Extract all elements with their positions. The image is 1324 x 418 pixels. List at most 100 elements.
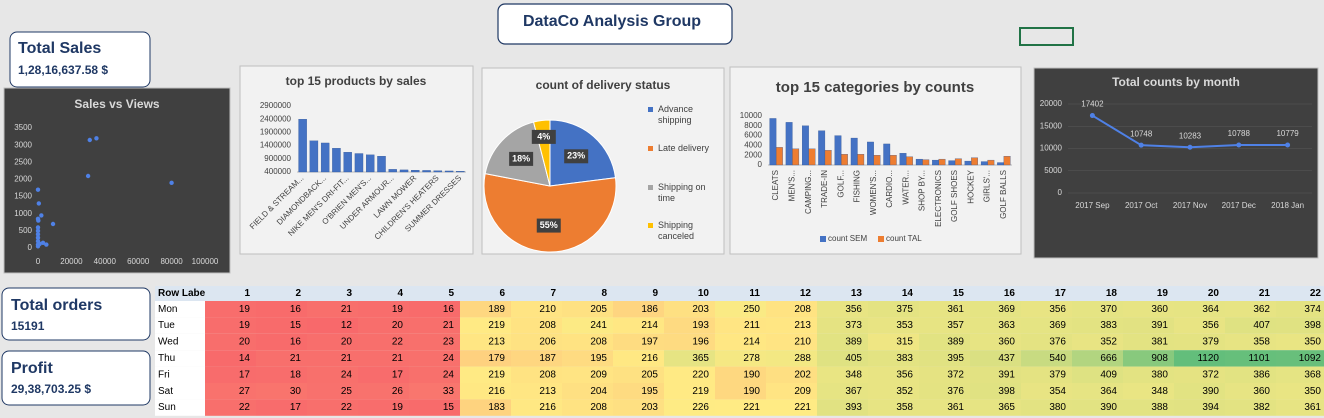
cell-value: 348 [1151,386,1168,397]
cell-value: 17 [290,402,302,413]
data-label: 23% [567,151,585,161]
scatter-point [35,228,41,234]
heat-cell [1021,350,1072,367]
heat-cell [562,383,613,400]
bar [834,135,842,166]
heat-cell [1225,399,1276,416]
legend-label: Late delivery [658,143,710,153]
heat-cell [715,383,766,400]
y-tick-label: 1000 [14,209,32,218]
cell-value: 389 [845,337,862,348]
legend-swatch [648,107,653,112]
heat-cell [1072,350,1123,367]
heat-cell [664,399,715,416]
x-tick-label: GOLF BALLS [999,170,1008,219]
heat-cell [868,399,919,416]
bar [867,141,874,166]
data-label: 10283 [1179,131,1202,140]
x-tick-label: 2017 Nov [1173,201,1207,210]
cell-value: 368 [1304,369,1321,380]
kpi-value: 1,28,16,637.58 $ [18,63,108,77]
row-label: Tue [158,320,175,331]
cell-value: 361 [947,304,964,315]
bar [354,153,364,173]
legend-label: count SEM [828,234,867,243]
cell-value: 186 [641,304,658,315]
scatter-point [85,173,91,179]
cell-value: 908 [1151,353,1168,364]
bar [366,154,375,173]
heat-cell [358,317,409,334]
legend-swatch [648,185,653,190]
heat-cell [868,366,919,383]
row-label-cell [155,366,205,383]
heat-cell [511,317,562,334]
heat-cell [205,317,256,334]
heat-cell [766,333,817,351]
row-label: Mon [158,304,177,315]
heat-cell [766,301,817,318]
cell-value: 221 [743,402,760,413]
heat-cell [307,317,358,334]
x-tick-label: 60000 [127,257,150,266]
cell-value: 219 [488,320,505,331]
heat-cell [919,317,970,334]
y-tick-label: 15000 [1040,121,1063,130]
heat-cell [766,399,817,416]
y-tick-label: 2900000 [260,101,292,110]
heat-cell [1276,350,1324,367]
cell-value: 22 [239,402,251,413]
heat-cell [1174,333,1225,351]
cell-value: 22 [392,337,404,348]
legend-swatch [878,236,884,242]
bar [320,142,330,173]
cell-value: 12 [341,320,353,331]
x-tick-label: GOLF... [836,170,845,198]
bar [456,171,465,173]
scatter-point [169,180,174,186]
heat-cell [970,301,1021,318]
heat-cell [409,333,460,351]
heat-cell [1225,383,1276,400]
cell-value: 375 [896,304,913,315]
heat-cell [970,399,1021,416]
heat-cell [358,333,409,351]
cell-value: 379 [1049,369,1066,380]
column-header: 7 [550,288,556,299]
heat-cell [1021,399,1072,416]
cell-value: 220 [692,369,709,380]
x-tick-label: GOLF SHOES [950,170,959,222]
cell-value: 210 [539,304,556,315]
x-tick-label: GIRLS'... [983,170,992,202]
heat-cell [1072,399,1123,416]
column-header: 8 [601,288,607,299]
cell-value: 21 [443,320,455,331]
cell-value: 398 [998,386,1015,397]
cell-value: 16 [290,304,302,315]
heat-cell [205,333,256,351]
bar [922,159,930,166]
cell-value: 362 [1253,304,1270,315]
heat-cell [613,333,664,351]
cell-value: 376 [947,386,964,397]
cell-value: 21 [290,353,302,364]
heat-cell [511,366,562,383]
cell-value: 21 [341,304,353,315]
heat-cell [919,350,970,367]
y-tick-label: 5000 [1044,166,1062,175]
x-tick-label: CLEATS [771,170,780,201]
cell-value: 15 [290,320,302,331]
row-label: Fri [158,369,170,380]
column-header: 1 [244,288,250,299]
cell-value: 195 [590,353,607,364]
selected-cell [1019,27,1074,46]
bar [775,147,783,166]
column-header: 20 [1208,288,1220,299]
scatter-point [37,241,42,247]
cell-value: 372 [1202,369,1219,380]
heat-cell [817,399,868,416]
heat-cell [511,399,562,416]
cell-value: 26 [392,386,404,397]
heat-cell [358,383,409,400]
